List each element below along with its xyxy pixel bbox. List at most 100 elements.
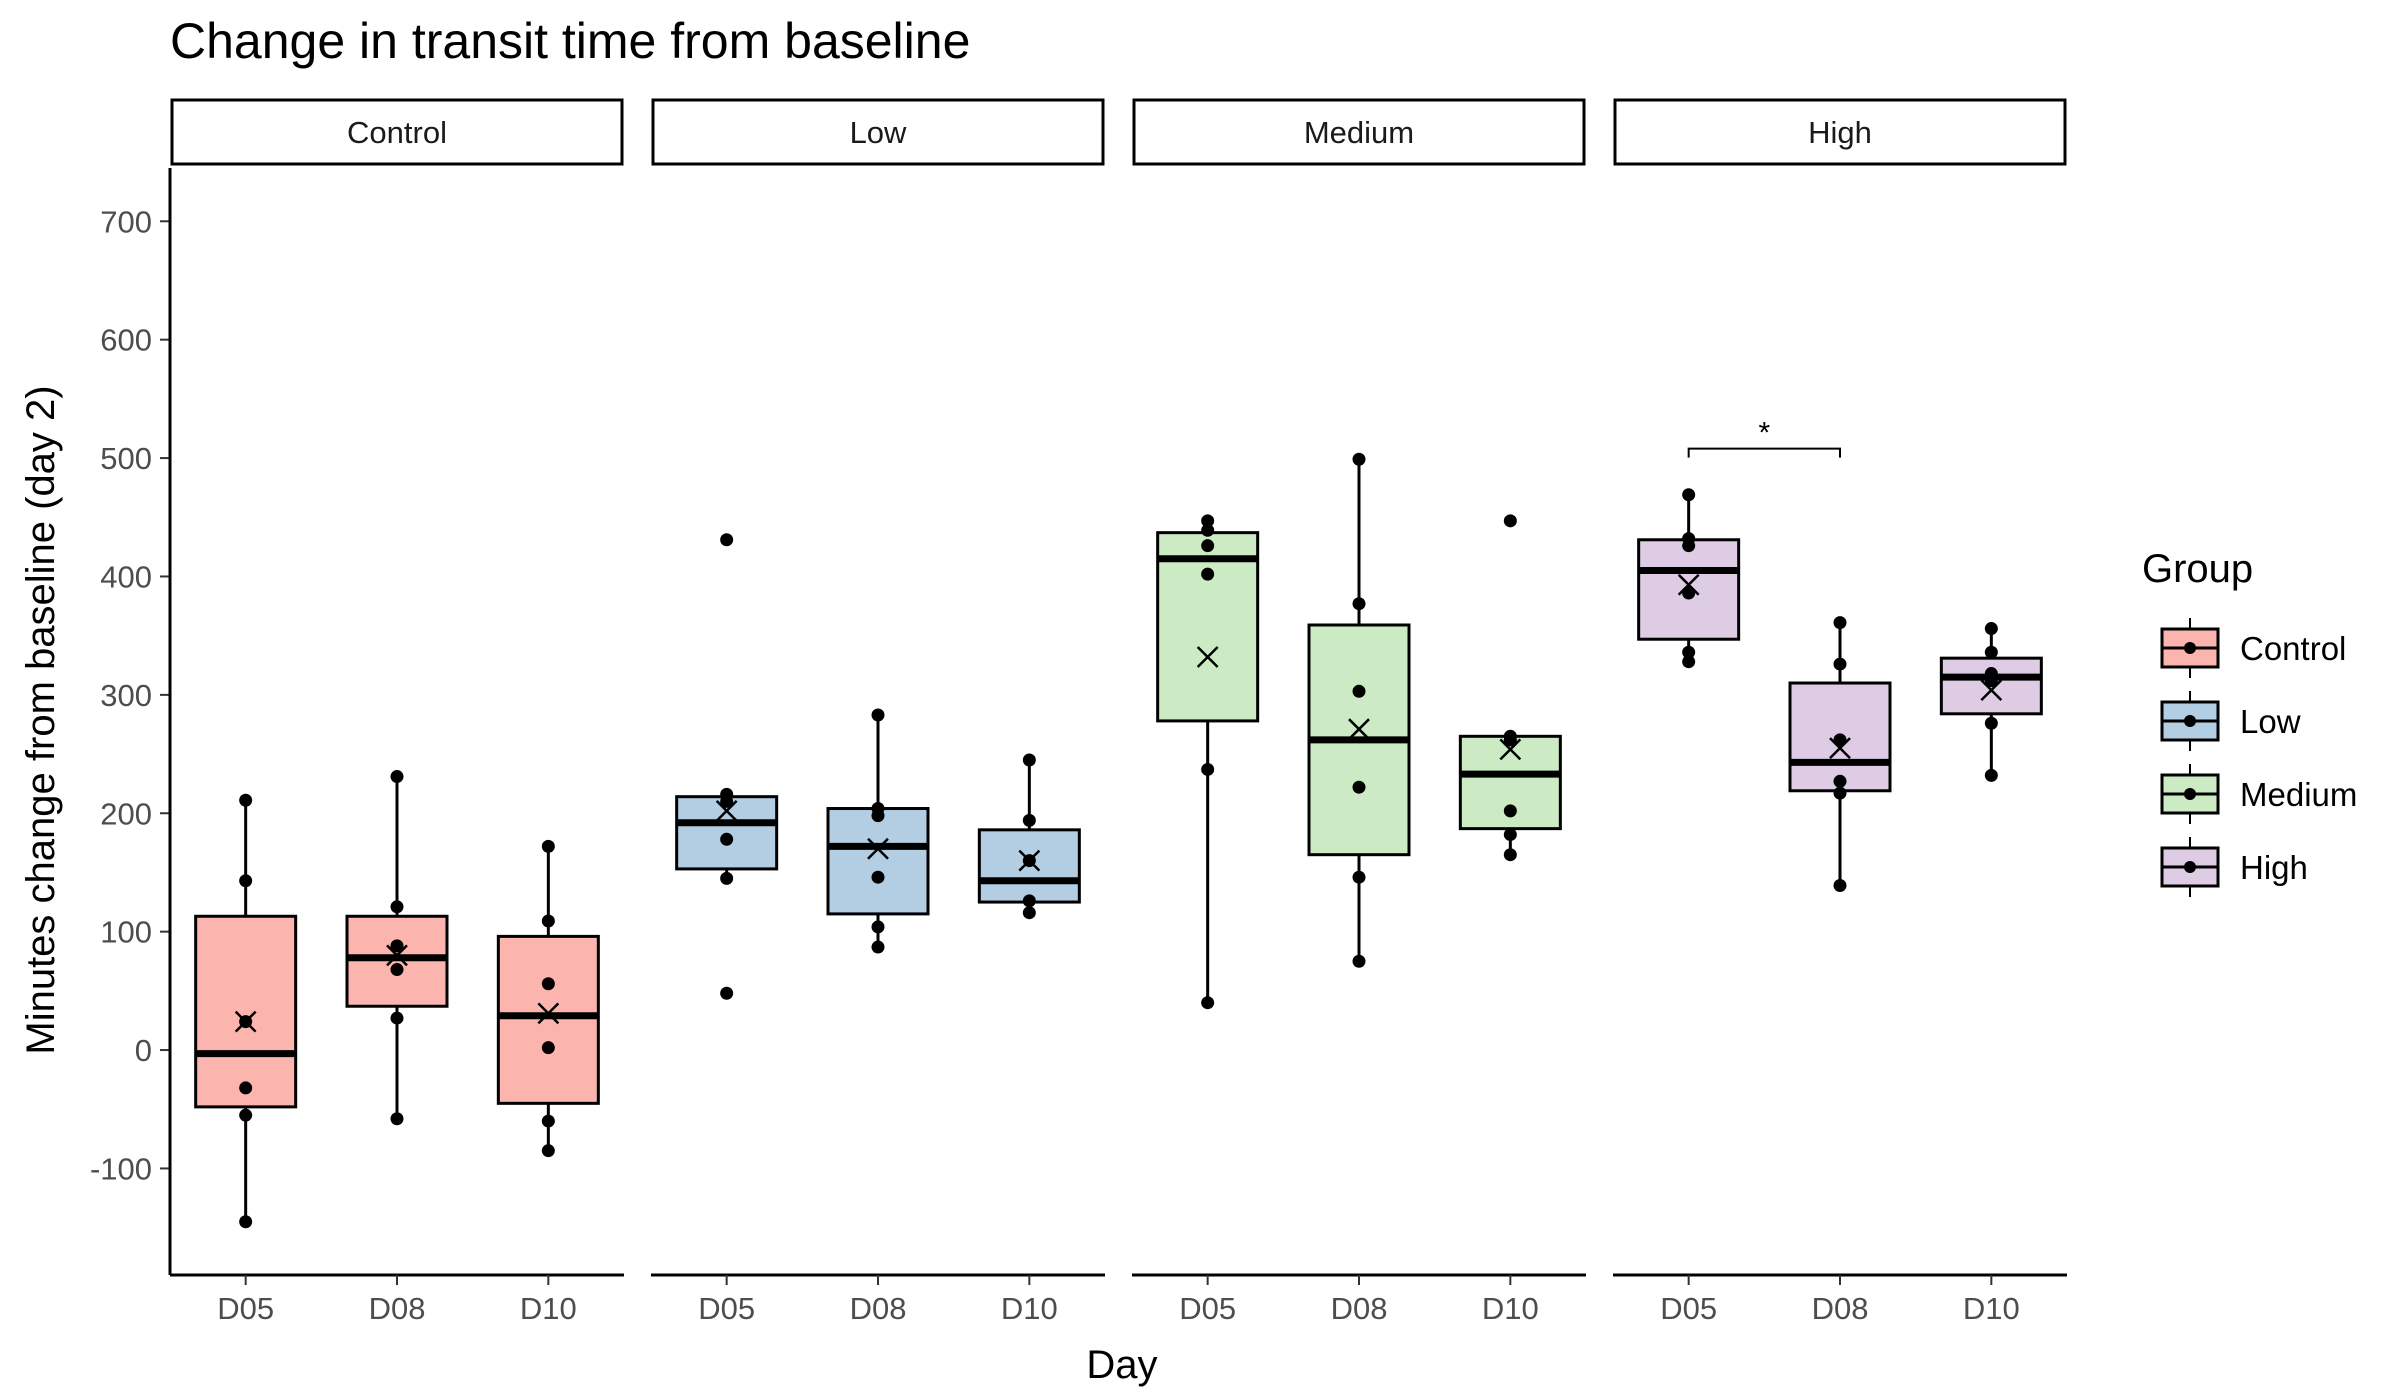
- panel-medium: Medium D05 D08 D10: [1132, 98, 1586, 1326]
- y-tick-label: 300: [100, 678, 152, 713]
- x-tick-label: D08: [1812, 1291, 1869, 1326]
- data-point: [1352, 684, 1366, 698]
- box-control-d08: [345, 770, 449, 1126]
- box-medium-d08: [1307, 452, 1411, 968]
- data-point: [1984, 674, 1998, 688]
- legend-label: Control: [2240, 630, 2346, 667]
- data-point: [390, 1112, 404, 1126]
- data-point: [1201, 762, 1215, 776]
- y-axis-label: Minutes change from baseline (day 2): [19, 385, 63, 1054]
- data-point: [871, 809, 885, 823]
- mean-marker: [1499, 738, 1522, 761]
- data-point: [1682, 539, 1696, 553]
- data-point: [541, 977, 555, 991]
- data-point: [1833, 733, 1847, 747]
- data-point: [871, 920, 885, 934]
- x-tick-label: D05: [1660, 1291, 1717, 1326]
- facet-panels: -100 0 100 200 300 400 500 600 700 Control D05 D08 D…: [90, 98, 2067, 1326]
- legend-item-high: High: [2160, 837, 2308, 897]
- significance-bracket: [1687, 447, 1841, 458]
- data-point: [239, 1081, 253, 1095]
- y-tick-label: -100: [90, 1151, 152, 1186]
- data-point: [1022, 894, 1036, 908]
- legend-label: Low: [2240, 703, 2301, 740]
- mean-marker: [234, 1010, 257, 1033]
- data-point: [871, 870, 885, 884]
- data-point: [1984, 768, 1998, 782]
- legend-item-medium: Medium: [2160, 764, 2357, 824]
- box-medium-d05: [1156, 514, 1260, 1010]
- y-tick-label: 200: [100, 796, 152, 831]
- box-body: [675, 795, 779, 871]
- data-point: [720, 986, 734, 1000]
- strip-label: Low: [850, 115, 907, 150]
- mean-marker: [1829, 737, 1851, 760]
- data-point: [1833, 657, 1847, 671]
- y-tick-label: 700: [100, 204, 152, 239]
- data-point: [1352, 780, 1366, 794]
- panel-control: Control D05 D08 D10: [170, 98, 624, 1326]
- data-point: [1352, 954, 1366, 968]
- data-point: [1201, 567, 1215, 581]
- data-point: [1833, 774, 1847, 788]
- data-point: [239, 1215, 253, 1229]
- box-high-d10: [1939, 622, 2043, 782]
- box-low-d08: [826, 708, 930, 954]
- strip-label: Medium: [1304, 115, 1414, 150]
- data-point: [1682, 655, 1696, 669]
- data-point: [1503, 514, 1517, 528]
- data-point: [541, 839, 555, 853]
- data-point: [390, 770, 404, 784]
- data-point: [239, 793, 253, 807]
- box-high-d08: [1788, 616, 1892, 892]
- mean-marker: [386, 944, 408, 967]
- data-point: [1984, 645, 1998, 659]
- data-point: [1201, 539, 1215, 553]
- mean-marker: [1677, 573, 1700, 596]
- x-tick-label: D05: [217, 1291, 274, 1326]
- data-point: [1682, 586, 1696, 600]
- box-body: [345, 914, 449, 1008]
- x-tick-label: D05: [698, 1291, 755, 1326]
- panel-low: Low D05 D08 D10: [651, 98, 1105, 1326]
- data-point: [1352, 870, 1366, 884]
- legend: Group Control Low Medium High: [2142, 547, 2357, 897]
- data-point: [541, 1114, 555, 1128]
- box-body: [826, 807, 930, 916]
- data-point: [390, 963, 404, 977]
- mean-marker: [867, 837, 889, 860]
- x-tick-label: D10: [1482, 1291, 1539, 1326]
- x-tick-label: D08: [850, 1291, 907, 1326]
- data-point: [239, 1108, 253, 1122]
- strip-medium: [1132, 98, 1586, 166]
- data-point: [1833, 878, 1847, 892]
- data-point: [720, 871, 734, 885]
- data-point: [1201, 523, 1215, 537]
- mean-marker: [1348, 718, 1370, 741]
- x-tick-label: D08: [369, 1291, 426, 1326]
- legend-key-point: [2184, 861, 2196, 873]
- y-tick-label: 0: [135, 1033, 152, 1068]
- panel-high: High D05 D08 D10 *: [1613, 98, 2067, 1326]
- data-point: [1201, 996, 1215, 1010]
- x-tick-label: D10: [520, 1291, 577, 1326]
- box-low-d10: [977, 753, 1081, 920]
- data-point: [1022, 906, 1036, 920]
- mean-marker: [1980, 679, 2003, 702]
- x-tick-label: D05: [1179, 1291, 1236, 1326]
- data-point: [1984, 716, 1998, 730]
- data-point: [1833, 616, 1847, 630]
- y-tick-label: 500: [100, 441, 152, 476]
- data-point: [390, 939, 404, 953]
- y-tick-label: 400: [100, 559, 152, 594]
- data-point: [1503, 848, 1517, 862]
- legend-title: Group: [2142, 547, 2253, 591]
- legend-label: High: [2240, 849, 2308, 886]
- data-point: [720, 533, 734, 547]
- strip-high: [1613, 98, 2067, 166]
- mean-marker: [1196, 646, 1219, 668]
- strip-control: [170, 98, 624, 166]
- data-point: [1682, 488, 1696, 502]
- significance-label: *: [1758, 417, 1770, 450]
- data-point: [1022, 813, 1036, 827]
